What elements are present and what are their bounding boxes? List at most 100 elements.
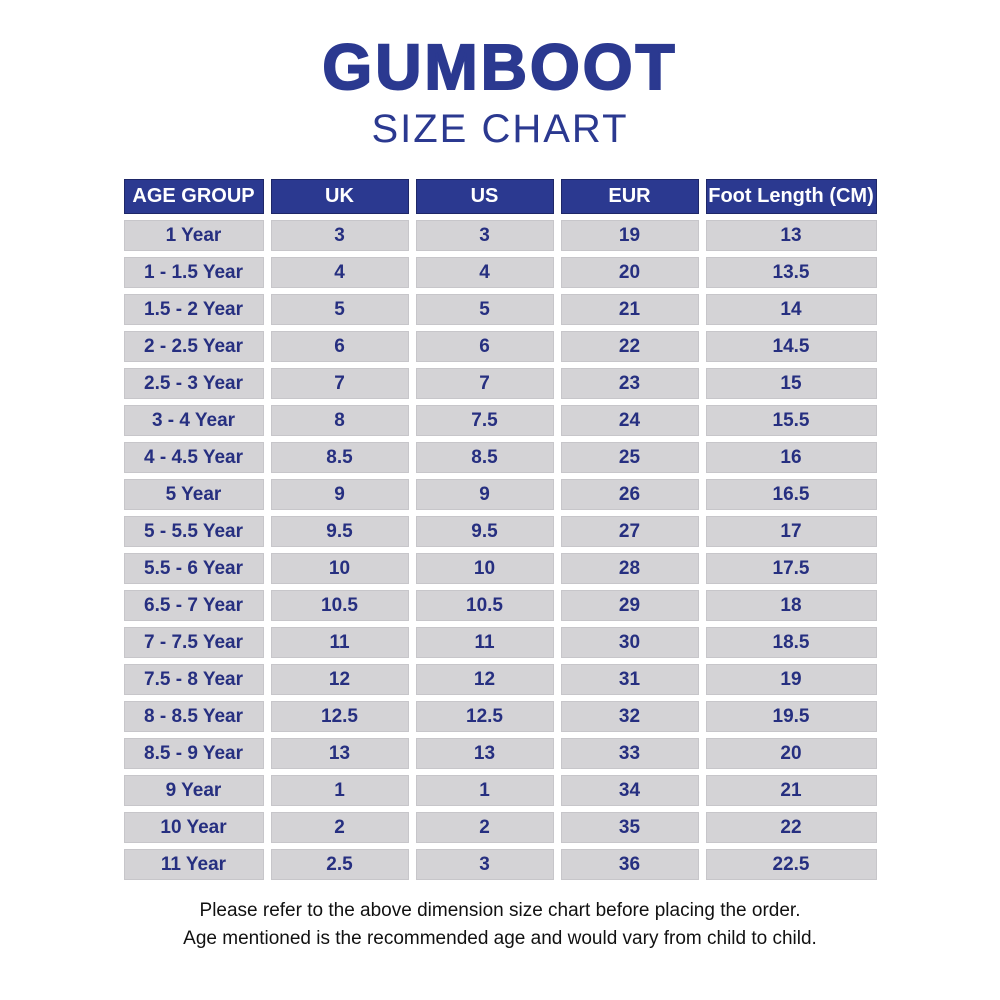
age-group-cell: 1.5 - 2 Year <box>123 294 264 326</box>
table-cell: 1 <box>415 775 554 807</box>
age-group-cell: 10 Year <box>123 812 264 844</box>
table-cell: 34 <box>560 775 699 807</box>
table-cell: 6 <box>415 331 554 363</box>
table-cell: 7 <box>270 368 409 400</box>
table-cell: 11 <box>270 627 409 659</box>
footer-line-2: Age mentioned is the recommended age and… <box>183 927 817 949</box>
table-cell: 19 <box>560 220 699 252</box>
age-group-cell: 1 - 1.5 Year <box>123 257 264 289</box>
table-cell: 3 <box>415 220 554 252</box>
table-cell: 27 <box>560 516 699 548</box>
table-cell: 36 <box>560 849 699 881</box>
page-subtitle: SIZE CHART <box>371 107 629 152</box>
table-cell: 20 <box>705 738 877 770</box>
table-cell: 25 <box>560 442 699 474</box>
table-cell: 9.5 <box>270 516 409 548</box>
table-cell: 9 <box>415 479 554 511</box>
table-cell: 3 <box>415 849 554 881</box>
table-cell: 35 <box>560 812 699 844</box>
table-cell: 18 <box>705 590 877 622</box>
table-cell: 2 <box>415 812 554 844</box>
age-group-cell: 9 Year <box>123 775 264 807</box>
table-cell: 29 <box>560 590 699 622</box>
table-cell: 22 <box>705 812 877 844</box>
table-cell: 13 <box>415 738 554 770</box>
table-cell: 10 <box>415 553 554 585</box>
footer-line-1: Please refer to the above dimension size… <box>199 900 801 922</box>
table-cell: 14.5 <box>705 331 877 363</box>
table-cell: 16 <box>705 442 877 474</box>
column-header: AGE GROUP <box>123 179 264 215</box>
age-group-cell: 7 - 7.5 Year <box>123 627 264 659</box>
column-header: EUR <box>560 179 699 215</box>
table-cell: 2.5 <box>270 849 409 881</box>
table-cell: 6 <box>270 331 409 363</box>
column-header: Foot Length (CM) <box>705 179 877 215</box>
table-cell: 14 <box>705 294 877 326</box>
table-cell: 15 <box>705 368 877 400</box>
table-cell: 12.5 <box>270 701 409 733</box>
table-cell: 22 <box>560 331 699 363</box>
age-group-cell: 5.5 - 6 Year <box>123 553 264 585</box>
table-cell: 13 <box>270 738 409 770</box>
table-cell: 17 <box>705 516 877 548</box>
column-header: UK <box>270 179 409 215</box>
table-cell: 5 <box>270 294 409 326</box>
size-chart-table: AGE GROUP UK US EUR Foot Length (CM) 1 Year 3 3… <box>123 179 877 881</box>
table-cell: 9.5 <box>415 516 554 548</box>
table-cell: 18.5 <box>705 627 877 659</box>
age-group-cell: 11 Year <box>123 849 264 881</box>
table-cell: 26 <box>560 479 699 511</box>
table-cell: 20 <box>560 257 699 289</box>
table-cell: 19.5 <box>705 701 877 733</box>
table-cell: 21 <box>560 294 699 326</box>
table-cell: 10.5 <box>270 590 409 622</box>
table-cell: 4 <box>415 257 554 289</box>
age-group-cell: 5 - 5.5 Year <box>123 516 264 548</box>
table-cell: 7.5 <box>415 405 554 437</box>
table-cell: 31 <box>560 664 699 696</box>
table-cell: 33 <box>560 738 699 770</box>
column-header: US <box>415 179 554 215</box>
age-group-cell: 8.5 - 9 Year <box>123 738 264 770</box>
table-cell: 8 <box>270 405 409 437</box>
table-cell: 23 <box>560 368 699 400</box>
table-cell: 4 <box>270 257 409 289</box>
table-cell: 8.5 <box>270 442 409 474</box>
table-cell: 10.5 <box>415 590 554 622</box>
table-cell: 28 <box>560 553 699 585</box>
table-cell: 32 <box>560 701 699 733</box>
age-group-cell: 8 - 8.5 Year <box>123 701 264 733</box>
table-cell: 22.5 <box>705 849 877 881</box>
table-cell: 9 <box>270 479 409 511</box>
table-cell: 10 <box>270 553 409 585</box>
age-group-cell: 5 Year <box>123 479 264 511</box>
table-cell: 12 <box>270 664 409 696</box>
age-group-cell: 2.5 - 3 Year <box>123 368 264 400</box>
footer-note: Please refer to the above dimension size… <box>0 897 1000 952</box>
age-group-cell: 4 - 4.5 Year <box>123 442 264 474</box>
table-cell: 24 <box>560 405 699 437</box>
table-cell: 8.5 <box>415 442 554 474</box>
table-cell: 1 <box>270 775 409 807</box>
table-cell: 2 <box>270 812 409 844</box>
table-cell: 12 <box>415 664 554 696</box>
age-group-cell: 6.5 - 7 Year <box>123 590 264 622</box>
table-cell: 16.5 <box>705 479 877 511</box>
age-group-cell: 7.5 - 8 Year <box>123 664 264 696</box>
age-group-cell: 3 - 4 Year <box>123 405 264 437</box>
table-cell: 15.5 <box>705 405 877 437</box>
age-group-cell: 2 - 2.5 Year <box>123 331 264 363</box>
table-cell: 11 <box>415 627 554 659</box>
table-cell: 19 <box>705 664 877 696</box>
table-cell: 30 <box>560 627 699 659</box>
table-cell: 7 <box>415 368 554 400</box>
table-cell: 13.5 <box>705 257 877 289</box>
table-cell: 17.5 <box>705 553 877 585</box>
table-cell: 5 <box>415 294 554 326</box>
table-cell: 3 <box>270 220 409 252</box>
page-title: GUMBOOT <box>321 31 678 103</box>
table-cell: 21 <box>705 775 877 807</box>
age-group-cell: 1 Year <box>123 220 264 252</box>
